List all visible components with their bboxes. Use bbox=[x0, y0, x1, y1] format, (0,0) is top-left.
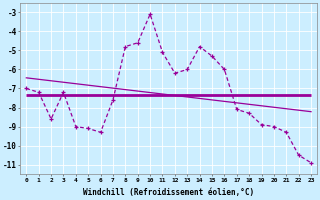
X-axis label: Windchill (Refroidissement éolien,°C): Windchill (Refroidissement éolien,°C) bbox=[83, 188, 254, 197]
